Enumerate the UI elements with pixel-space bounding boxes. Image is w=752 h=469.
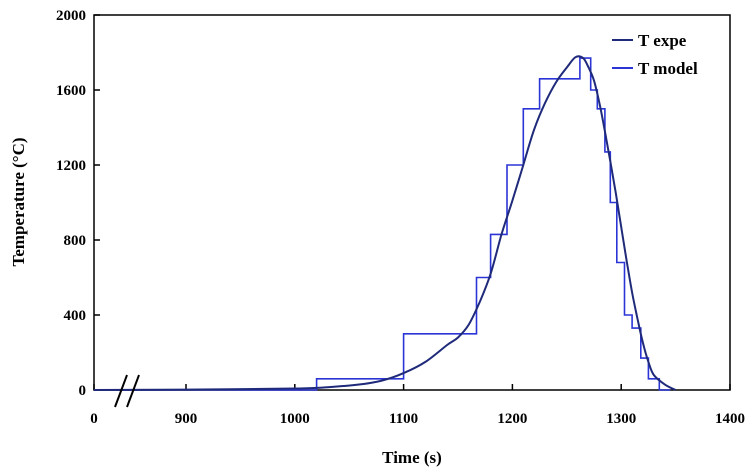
y-tick-label-0: 0 <box>79 383 87 399</box>
legend-label-t-model: T model <box>638 59 698 78</box>
x-tick-label-0: 0 <box>90 411 98 427</box>
x-tick-label-1100: 1100 <box>389 411 418 427</box>
legend: T expe T model <box>612 31 698 78</box>
y-tick-label-1200: 1200 <box>56 158 86 174</box>
series-layer <box>93 55 677 391</box>
plot-area <box>93 14 731 391</box>
y-axis-title: Temperature (°C) <box>9 137 28 266</box>
x-tick-label-1300: 1300 <box>606 411 636 427</box>
y-tick-label-2000: 2000 <box>56 8 86 24</box>
x-axis-title: Time (s) <box>382 448 442 467</box>
x-tick-label-1000: 1000 <box>280 411 310 427</box>
x-tick-label-900: 900 <box>175 411 198 427</box>
x-tick-label-1400: 1400 <box>715 411 745 427</box>
y-tick-label-1600: 1600 <box>56 83 86 99</box>
y-tick-label-800: 800 <box>64 233 87 249</box>
y-axis-ticks: 0 400 800 1200 1600 2000 <box>56 8 100 399</box>
y-tick-label-400: 400 <box>64 308 87 324</box>
x-tick-label-1200: 1200 <box>497 411 527 427</box>
series-t-expe-line <box>93 55 677 391</box>
legend-label-t-expe: T expe <box>638 31 687 50</box>
x-axis-break <box>114 374 140 408</box>
x-axis-ticks: 0 900 1000 1100 1200 1300 1400 <box>90 384 745 427</box>
series-t-model-line <box>94 57 671 391</box>
